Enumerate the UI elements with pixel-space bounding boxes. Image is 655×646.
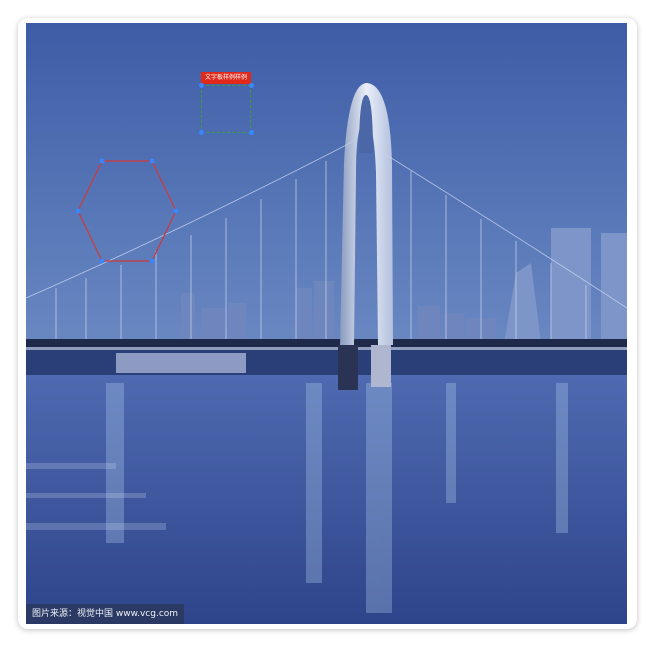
- text-box-handle-tl[interactable]: [199, 83, 204, 88]
- hexagon-handles: [75, 158, 179, 264]
- text-box-handle-bl[interactable]: [199, 130, 204, 135]
- text-box-handle-br[interactable]: [249, 130, 254, 135]
- photo-canvas[interactable]: 文字板样例样例 图片来源：视觉中国 www.vcg.com: [26, 23, 627, 624]
- text-label-tag[interactable]: 文字板样例样例: [201, 72, 251, 84]
- bridge-night-photo: [26, 23, 627, 624]
- text-box-handle-tr[interactable]: [249, 83, 254, 88]
- image-source-caption: 图片来源：视觉中国 www.vcg.com: [26, 604, 185, 624]
- text-box-icon[interactable]: [201, 85, 251, 133]
- hexagon-shape-icon[interactable]: [26, 23, 627, 624]
